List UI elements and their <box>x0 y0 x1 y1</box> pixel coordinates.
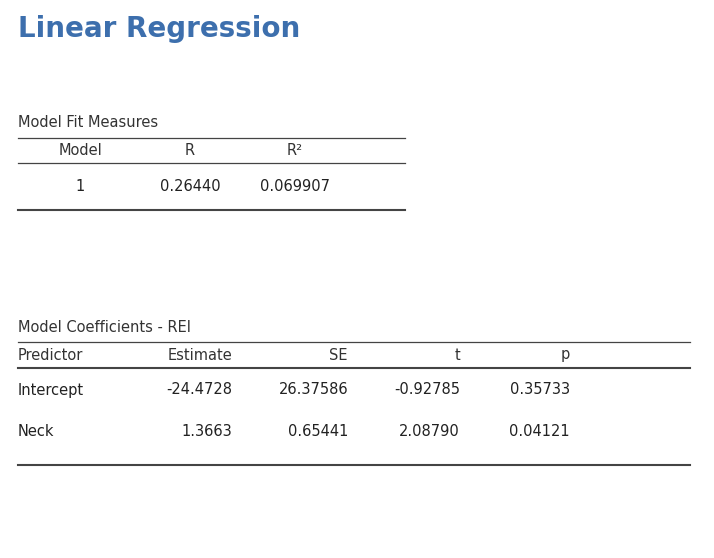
Text: 26.37586: 26.37586 <box>278 382 348 397</box>
Text: Predictor: Predictor <box>18 348 84 363</box>
Text: Linear Regression: Linear Regression <box>18 15 301 43</box>
Text: 0.04121: 0.04121 <box>509 425 570 440</box>
Text: 0.069907: 0.069907 <box>260 179 330 194</box>
Text: -0.92785: -0.92785 <box>394 382 460 397</box>
Text: 0.65441: 0.65441 <box>288 425 348 440</box>
Text: 0.35733: 0.35733 <box>510 382 570 397</box>
Text: Estimate: Estimate <box>167 348 232 363</box>
Text: -24.4728: -24.4728 <box>166 382 232 397</box>
Text: 0.26440: 0.26440 <box>160 179 221 194</box>
Text: Neck: Neck <box>18 425 54 440</box>
Text: R²: R² <box>287 143 303 158</box>
Text: R: R <box>185 143 195 158</box>
Text: Model Fit Measures: Model Fit Measures <box>18 115 158 130</box>
Text: SE: SE <box>329 348 348 363</box>
Text: 1.3663: 1.3663 <box>181 425 232 440</box>
Text: p: p <box>560 348 570 363</box>
Text: Intercept: Intercept <box>18 382 84 397</box>
Text: Model: Model <box>58 143 102 158</box>
Text: t: t <box>454 348 460 363</box>
Text: Model Coefficients - REI: Model Coefficients - REI <box>18 320 191 335</box>
Text: 1: 1 <box>76 179 85 194</box>
Text: 2.08790: 2.08790 <box>399 425 460 440</box>
